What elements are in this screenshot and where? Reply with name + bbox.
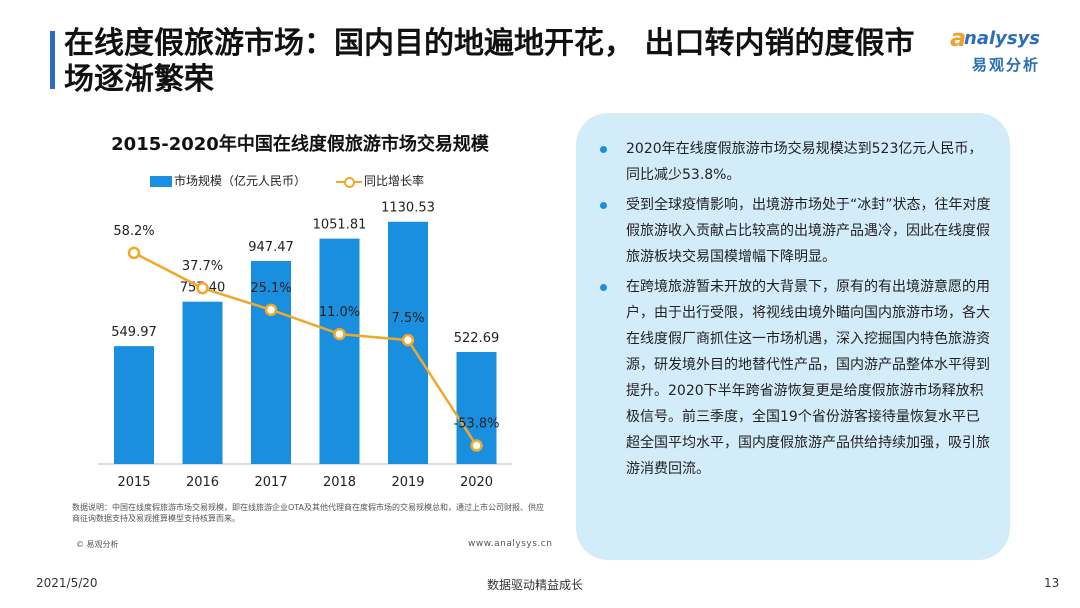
bar-2016: [182, 301, 223, 464]
growth-point-2020: [470, 439, 483, 452]
growth-label-2017: 25.1%: [250, 281, 291, 296]
x-tick-2017: 2017: [254, 475, 287, 490]
data-note: 数据说明：中国在线度假旅游市场交易规模，即在线旅游企业OTA及其他代理商在度假市…: [72, 503, 545, 523]
insight-item: 2020年在线度假旅游市场交易规模达到523亿元人民币，同比减少53.8%。: [600, 136, 992, 188]
growth-label-2018: 11.0%: [319, 305, 360, 320]
insight-list: 2020年在线度假旅游市场交易规模达到523亿元人民币，同比减少53.8%。 受…: [600, 136, 992, 486]
insight-text: 2020年在线度假旅游市场交易规模达到523亿元人民币，同比减少53.8%。: [626, 141, 983, 183]
x-tick-2018: 2018: [323, 475, 356, 490]
insight-panel: [576, 113, 1010, 560]
legend-bar-swatch: [150, 176, 172, 187]
analysys-logo: a nalysys 易观分析: [950, 22, 1060, 82]
insight-text: 受到全球疫情影响，出境游市场处于“冰封”状态，往年对度假旅游收入贡献占比较高的出…: [626, 197, 991, 265]
insight-item: 受到全球疫情影响，出境游市场处于“冰封”状态，往年对度假旅游收入贡献占比较高的出…: [600, 192, 992, 270]
insight-text: 在跨境旅游暂未开放的大背景下，原有的有出境游意愿的用户，由于出行受限，将视线由境…: [626, 279, 990, 477]
x-tick-2015: 2015: [117, 475, 150, 490]
bullet-dot-icon: [600, 284, 607, 291]
legend-line-swatch: [336, 176, 362, 188]
footer-date: 2021/5/20: [36, 576, 98, 590]
bar-2017: [251, 260, 291, 464]
growth-label-2016: 37.7%: [182, 259, 223, 274]
bar-2018: [319, 238, 360, 464]
footer-slogan: 数据驱动精益成长: [487, 578, 584, 592]
source-left: © 易观分析: [76, 540, 119, 549]
bar-2015: [114, 346, 154, 464]
growth-point-2017: [264, 303, 278, 317]
bar-label-2020: 522.69: [454, 331, 500, 346]
bar-label-2015: 549.97: [111, 325, 157, 340]
growth-label-2019: 7.5%: [391, 311, 424, 326]
growth-label-2015: 58.2%: [113, 224, 154, 239]
legend-line-label: 同比增长率: [364, 174, 425, 188]
source-url: www.analysys.cn: [468, 539, 553, 549]
growth-label-2020: -53.8%: [454, 417, 500, 432]
page-title: 在线度假旅游市场：国内目的地遍地开花， 出口转内销的度假市场逐渐繁荣: [64, 26, 915, 97]
logo-letter-a: a: [950, 24, 967, 52]
growth-point-2016: [196, 281, 209, 295]
logo-english: nalysys: [964, 28, 1041, 49]
legend-item-line: 同比增长率: [336, 172, 424, 189]
bar-label-2017: 947.47: [248, 240, 294, 255]
page-number: 13: [1044, 576, 1060, 590]
insight-item: 在跨境旅游暂未开放的大背景下，原有的有出境游意愿的用户，由于出行受限，将视线由境…: [600, 274, 992, 482]
bar-label-2019: 1130.53: [381, 201, 435, 216]
bar-label-2018: 1051.81: [313, 218, 367, 233]
x-tick-2016: 2016: [186, 475, 219, 490]
legend-bar-label: 市场规模（亿元人民币）: [174, 174, 307, 188]
growth-point-2019: [401, 333, 415, 347]
growth-line: [133, 251, 478, 447]
x-tick-2020: 2020: [460, 475, 493, 490]
bullet-dot-icon: [600, 146, 607, 153]
title-accent-bar: [50, 31, 55, 89]
chart-title: 2015-2020年中国在线度假旅游市场交易规模: [111, 134, 489, 155]
growth-point-2018: [333, 327, 346, 341]
growth-point-2015: [127, 246, 141, 260]
legend-item-bar: 市场规模（亿元人民币）: [150, 172, 306, 189]
logo-chinese: 易观分析: [972, 56, 1041, 74]
bullet-dot-icon: [600, 202, 607, 209]
x-tick-2019: 2019: [391, 475, 424, 490]
